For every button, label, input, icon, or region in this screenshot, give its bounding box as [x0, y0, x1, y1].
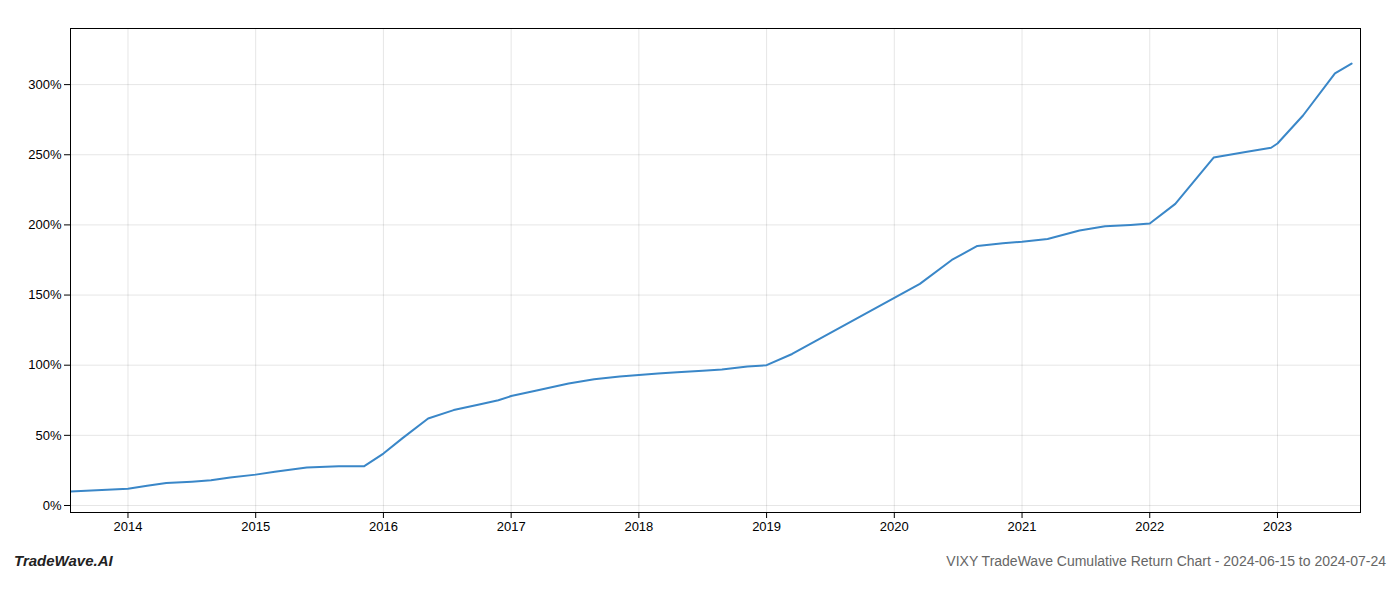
svg-text:2019: 2019	[752, 519, 781, 534]
svg-text:2022: 2022	[1135, 519, 1164, 534]
svg-text:2023: 2023	[1263, 519, 1292, 534]
html-text:TradeWave.AI: TradeWave.AI	[14, 552, 113, 569]
svg-text:2020: 2020	[880, 519, 909, 534]
svg-text:300%: 300%	[28, 77, 62, 92]
svg-text:150%: 150%	[28, 287, 62, 302]
svg-text:2014: 2014	[114, 519, 143, 534]
svg-text:250%: 250%	[28, 147, 62, 162]
svg-text:50%: 50%	[35, 428, 61, 443]
svg-text:2021: 2021	[1008, 519, 1037, 534]
html-text:VIXY TradeWave Cumulative Retu: VIXY TradeWave Cumulative Return Chart -…	[946, 553, 1386, 569]
svg-text:200%: 200%	[28, 217, 62, 232]
svg-text:2016: 2016	[369, 519, 398, 534]
svg-text:0%: 0%	[43, 498, 62, 513]
svg-text:2018: 2018	[624, 519, 653, 534]
svg-text:2017: 2017	[497, 519, 526, 534]
svg-text:2015: 2015	[241, 519, 270, 534]
svg-text:100%: 100%	[28, 357, 62, 372]
